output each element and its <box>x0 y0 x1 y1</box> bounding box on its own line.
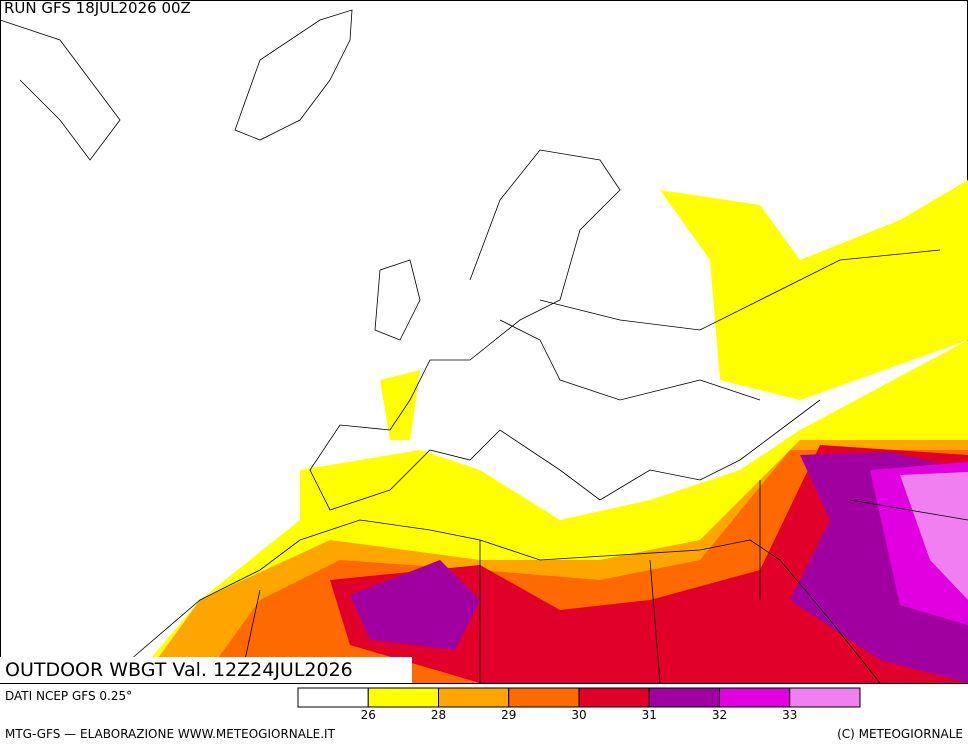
wbgt-area <box>660 180 968 400</box>
legend-label: 29 <box>501 708 516 722</box>
legend-swatch <box>297 687 369 708</box>
legend-label: 32 <box>712 708 727 722</box>
copyright: (C) METEOGIORNALE <box>837 727 963 741</box>
wbgt-area <box>350 560 480 650</box>
coastline <box>374 259 421 341</box>
wbgt-area <box>380 370 420 440</box>
legend: 26 28 29 30 31 32 33 <box>297 687 861 722</box>
map-title: OUTDOOR WBGT Val. 12Z24JUL2026 <box>5 659 353 681</box>
legend-label: 30 <box>571 708 586 722</box>
coastline <box>234 9 353 141</box>
legend-swatch <box>719 687 791 708</box>
legend-swatch <box>578 687 650 708</box>
legend-label: 31 <box>642 708 657 722</box>
source: DATI NCEP GFS 0.25° <box>5 689 132 703</box>
coastline <box>299 519 881 684</box>
legend-label: 33 <box>782 708 797 722</box>
run-label: RUN GFS 18JUL2026 00Z <box>4 0 191 17</box>
coastline <box>309 149 821 511</box>
legend-label: 28 <box>431 708 446 722</box>
wbgt-area <box>900 472 968 600</box>
wbgt-area <box>330 445 968 683</box>
legend-swatch <box>508 687 580 708</box>
legend-swatch <box>789 687 861 708</box>
border <box>239 480 968 684</box>
map: OUTDOOR WBGT Val. 12Z24JUL2026 RUN GFS 1… <box>0 0 968 684</box>
coastline <box>129 539 301 661</box>
legend-swatch <box>648 687 720 708</box>
title-box <box>0 657 412 683</box>
coastline <box>0 19 121 161</box>
legend-swatch <box>438 687 510 708</box>
legend-swatch <box>367 687 439 708</box>
border <box>499 249 941 401</box>
legend-label: 26 <box>361 708 376 722</box>
credit: MTG-GFS — ELABORAZIONE WWW.METEOGIORNALE… <box>5 727 336 741</box>
